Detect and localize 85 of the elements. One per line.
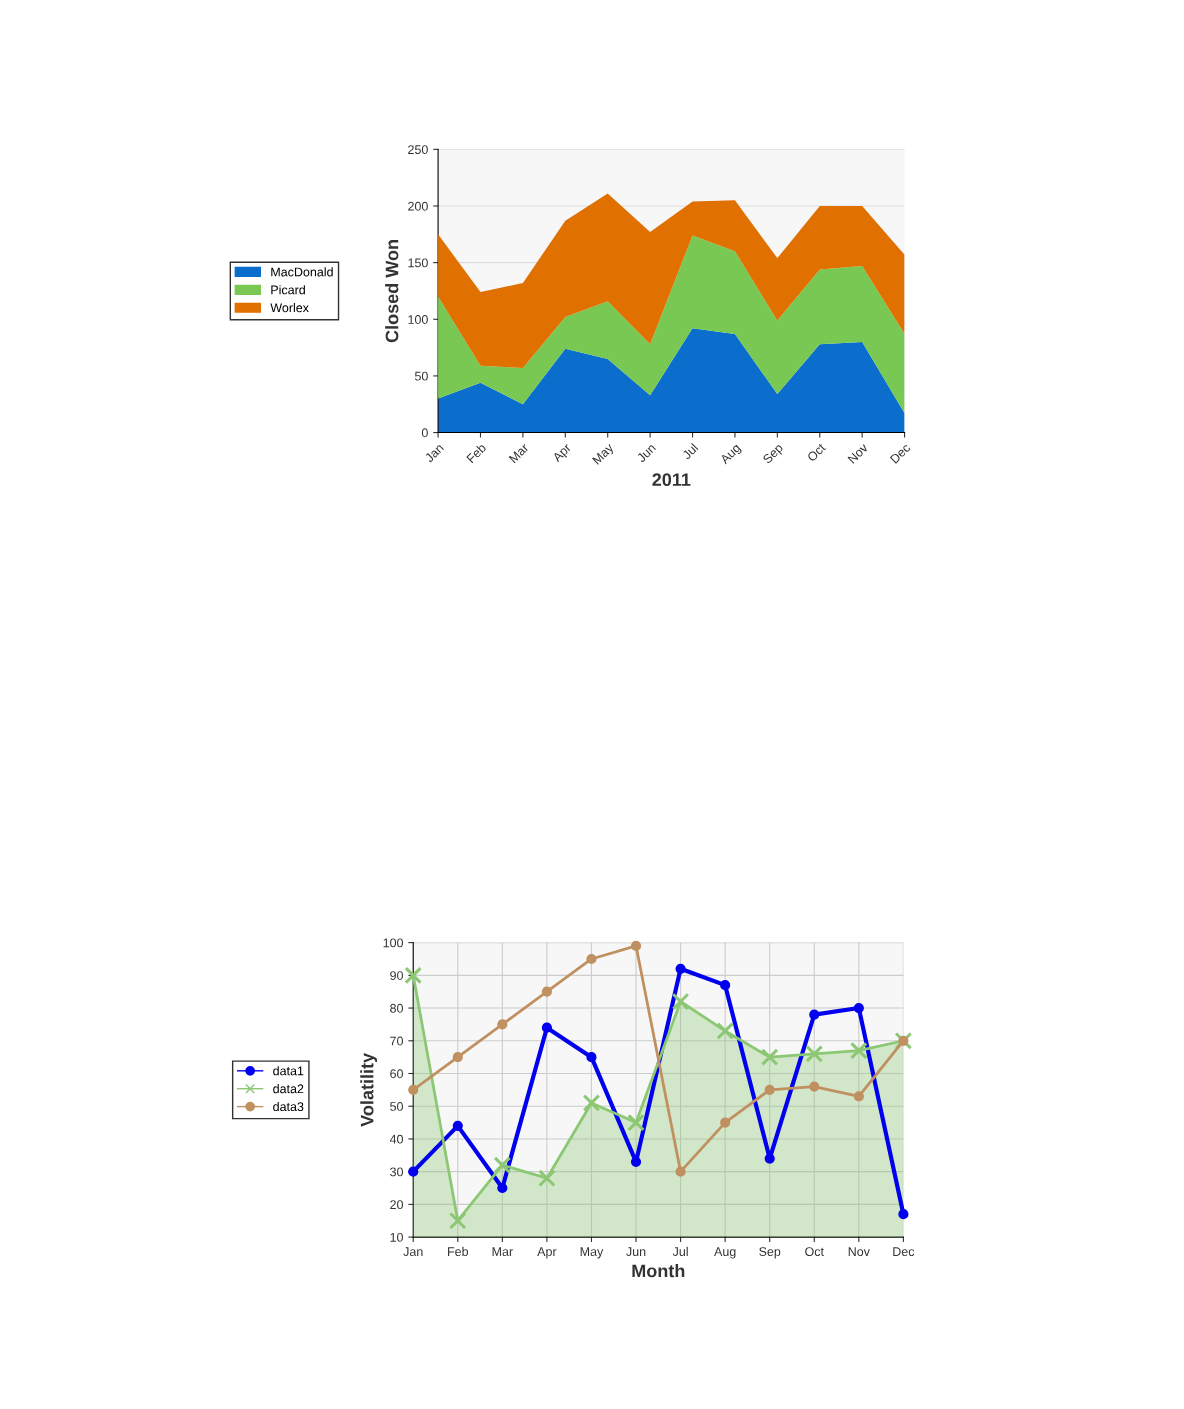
x-tick-label: Jun: [626, 1247, 646, 1257]
point: [805, 1045, 824, 1063]
x-tick-label: Apr: [537, 1247, 557, 1259]
x-tick-label: Sep: [762, 442, 786, 466]
y-tick-label: 30: [390, 1167, 404, 1177]
point: [675, 1166, 686, 1177]
x-axis-title: 2011: [652, 473, 691, 487]
y-tick-label: 50: [390, 1102, 404, 1111]
point: [586, 953, 597, 965]
point: [582, 1094, 601, 1112]
y-tick-label: 0: [421, 428, 428, 438]
point: [408, 1166, 419, 1177]
y-tick-label: 150: [408, 258, 428, 268]
point: [853, 1091, 864, 1102]
point: [497, 1019, 508, 1030]
legend-label: Worlex: [270, 303, 309, 313]
y-tick-label: 40: [389, 1134, 404, 1144]
x-tick-label: Jan: [424, 443, 444, 463]
point: [630, 940, 642, 951]
point: [809, 1009, 820, 1020]
point: [675, 963, 686, 974]
point: [452, 1052, 463, 1063]
y-tick-label: 60: [390, 1069, 404, 1079]
x-tick-label: Jun: [636, 443, 657, 463]
legend-label: data2: [273, 1084, 304, 1094]
point: [809, 1081, 820, 1092]
point: [764, 1153, 775, 1164]
legend-label: data1: [273, 1066, 304, 1076]
x-tick-label: May: [580, 1247, 604, 1259]
x-tick-label: May: [592, 442, 616, 467]
x-tick-label: Mar: [508, 442, 530, 464]
x-tick-label: Sep: [759, 1247, 781, 1259]
x-tick-label: Dec: [893, 1247, 915, 1257]
point: [630, 1156, 642, 1167]
y-tick-label: 70: [390, 1036, 404, 1046]
y-axis-title: Closed Won: [385, 240, 399, 343]
point: [716, 1022, 734, 1040]
y-tick-label: 80: [390, 1003, 404, 1013]
point: [894, 1031, 913, 1050]
point: [538, 1169, 556, 1188]
point: [853, 1002, 864, 1014]
y-tick-label: 50: [414, 371, 428, 381]
y-tick-label: 100: [408, 315, 428, 324]
x-tick-label: Mar: [492, 1247, 513, 1257]
x-axis-title: Month: [632, 1264, 685, 1278]
point: [720, 1117, 731, 1128]
legend-label: Picard: [271, 285, 305, 295]
point: [760, 1048, 779, 1066]
y-tick-label: 20: [390, 1200, 404, 1210]
point: [541, 1022, 552, 1033]
legend-label: MacDonald: [271, 267, 333, 277]
x-tick-label: Jan: [403, 1247, 423, 1257]
y-tick-label: 200: [408, 201, 428, 211]
x-tick-label: Aug: [714, 1247, 736, 1259]
y-tick-label: 100: [383, 938, 404, 948]
legend-label: data3: [273, 1101, 304, 1112]
x-tick-label: Aug: [719, 443, 743, 467]
x-tick-label: Jul: [672, 1246, 688, 1257]
point: [408, 1084, 419, 1095]
x-tick-label: Nov: [847, 442, 869, 464]
point: [720, 980, 731, 991]
point: [898, 1209, 909, 1220]
x-tick-label: Feb: [465, 442, 487, 464]
x-tick-label: Oct: [806, 442, 827, 463]
point: [404, 966, 423, 985]
point: [764, 1084, 775, 1095]
point: [671, 992, 690, 1011]
point: [541, 986, 552, 997]
point: [898, 1035, 909, 1046]
point: [493, 1156, 512, 1174]
x-tick-label: Oct: [805, 1247, 824, 1257]
y-tick-label: 250: [408, 145, 428, 155]
point: [850, 1041, 868, 1060]
point: [586, 1052, 597, 1063]
y-tick-label: 90: [390, 971, 404, 980]
point: [448, 1211, 467, 1230]
y-axis-title: Volatility: [360, 1053, 378, 1127]
point: [627, 1113, 645, 1132]
x-tick-label: Nov: [848, 1247, 870, 1257]
x-tick-label: Apr: [551, 442, 574, 465]
x-tick-label: Jul: [681, 442, 699, 460]
x-tick-label: Feb: [448, 1246, 469, 1257]
x-tick-label: Dec: [889, 442, 911, 464]
y-tick-label: 10: [390, 1232, 404, 1242]
point: [452, 1120, 463, 1131]
